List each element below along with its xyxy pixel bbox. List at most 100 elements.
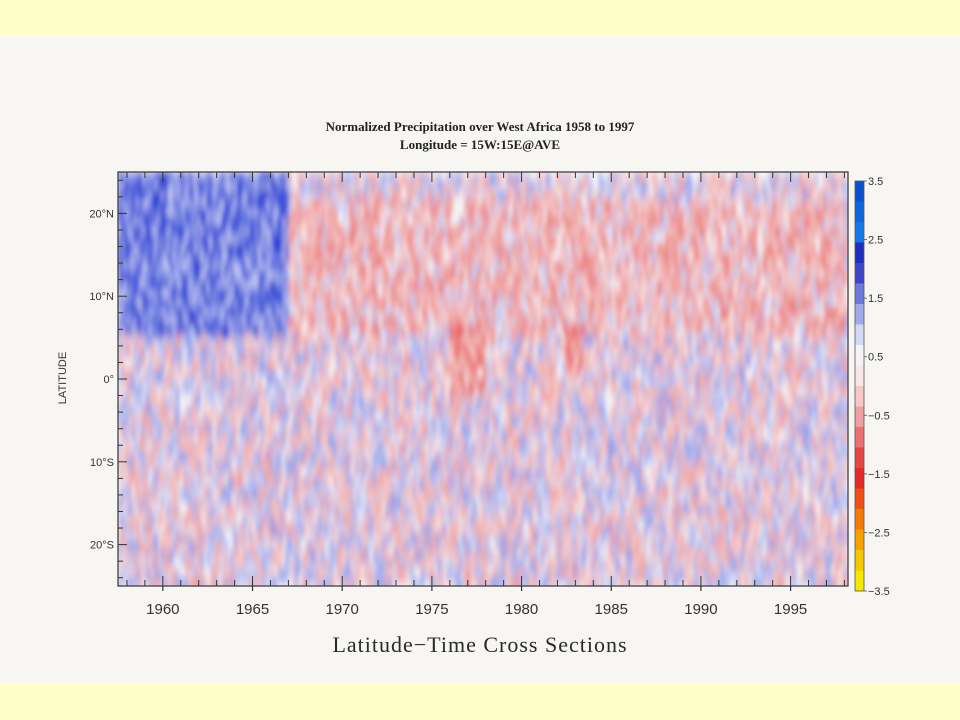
field-cell: [321, 550, 326, 565]
field-cell: [388, 172, 393, 187]
field-cell: [184, 469, 189, 484]
field-cell: [413, 262, 417, 277]
field-cell: [540, 469, 545, 484]
field-cell: [251, 397, 256, 412]
field-cell: [160, 559, 165, 574]
field-cell: [510, 307, 515, 322]
field-cell: [443, 289, 448, 304]
field-cell: [248, 217, 253, 232]
field-cell: [172, 235, 177, 250]
field-cell: [446, 424, 451, 439]
field-cell: [260, 325, 265, 340]
field-cell: [303, 523, 308, 538]
field-cell: [282, 298, 286, 313]
field-cell: [528, 307, 533, 322]
field-cell: [346, 388, 350, 403]
field-cell: [245, 397, 250, 412]
field-cell: [397, 550, 402, 565]
field-cell: [337, 280, 341, 295]
field-cell: [479, 172, 484, 187]
field-cell: [370, 532, 375, 547]
field-cell: [452, 226, 457, 241]
field-cell: [461, 577, 466, 586]
field-cell: [452, 325, 457, 340]
field-cell: [413, 532, 417, 547]
field-cell: [370, 208, 375, 223]
field-cell: [166, 244, 171, 259]
field-cell: [492, 235, 496, 250]
field-cell: [270, 280, 274, 295]
field-cell: [458, 415, 463, 430]
field-cell: [391, 568, 396, 583]
field-cell: [504, 280, 508, 295]
field-cell: [160, 496, 165, 511]
field-cell: [510, 316, 515, 331]
field-cell: [212, 577, 216, 586]
field-cell: [458, 424, 463, 439]
field-cell: [203, 577, 207, 586]
field-cell: [267, 352, 271, 367]
field-cell: [379, 559, 384, 574]
field-cell: [197, 433, 201, 448]
field-cell: [419, 541, 423, 556]
field-cell: [212, 217, 216, 232]
field-cell: [306, 478, 311, 493]
field-cell: [461, 388, 466, 403]
field-cell: [425, 415, 429, 430]
field-cell: [264, 397, 268, 412]
field-cell: [540, 280, 545, 295]
field-cell: [312, 244, 317, 259]
field-cell: [157, 199, 162, 214]
field-cell: [464, 478, 469, 493]
field-cell: [215, 253, 219, 268]
field-cell: [416, 316, 420, 331]
field-cell: [498, 460, 502, 475]
field-cell: [315, 460, 320, 475]
field-cell: [215, 424, 219, 439]
field-cell: [446, 442, 451, 457]
field-cell: [200, 298, 204, 313]
field-cell: [455, 478, 460, 493]
field-cell: [133, 199, 137, 214]
field-cell: [501, 289, 505, 304]
field-cell: [124, 406, 128, 421]
field-cell: [224, 289, 229, 304]
field-cell: [534, 478, 539, 493]
field-cell: [145, 208, 150, 223]
field-cell: [157, 469, 162, 484]
field-cell: [130, 415, 134, 430]
field-cell: [124, 460, 128, 475]
field-cell: [124, 451, 128, 466]
field-cell: [382, 217, 387, 232]
field-cell: [492, 325, 496, 340]
field-cell: [373, 433, 378, 448]
field-cell: [221, 262, 226, 277]
field-cell: [169, 316, 174, 331]
field-cell: [206, 388, 210, 403]
field-cell: [504, 217, 508, 232]
field-cell: [303, 388, 308, 403]
field-cell: [343, 325, 347, 340]
field-cell: [413, 208, 417, 223]
field-cell: [148, 289, 153, 304]
field-cell: [492, 460, 496, 475]
field-cell: [181, 226, 186, 241]
field-cell: [516, 433, 521, 448]
field-cell: [486, 559, 490, 574]
field-cell: [121, 271, 125, 286]
field-cell: [260, 361, 265, 376]
field-cell: [127, 442, 131, 457]
field-cell: [230, 298, 235, 313]
field-cell: [422, 451, 426, 466]
field-cell: [212, 370, 216, 385]
field-cell: [184, 424, 189, 439]
field-cell: [318, 406, 323, 421]
field-cell: [464, 181, 469, 196]
field-cell: [230, 514, 235, 529]
field-cell: [349, 388, 353, 403]
field-cell: [142, 244, 146, 259]
field-cell: [349, 532, 353, 547]
field-cell: [406, 199, 411, 214]
field-cell: [248, 262, 253, 277]
field-cell: [327, 244, 332, 259]
